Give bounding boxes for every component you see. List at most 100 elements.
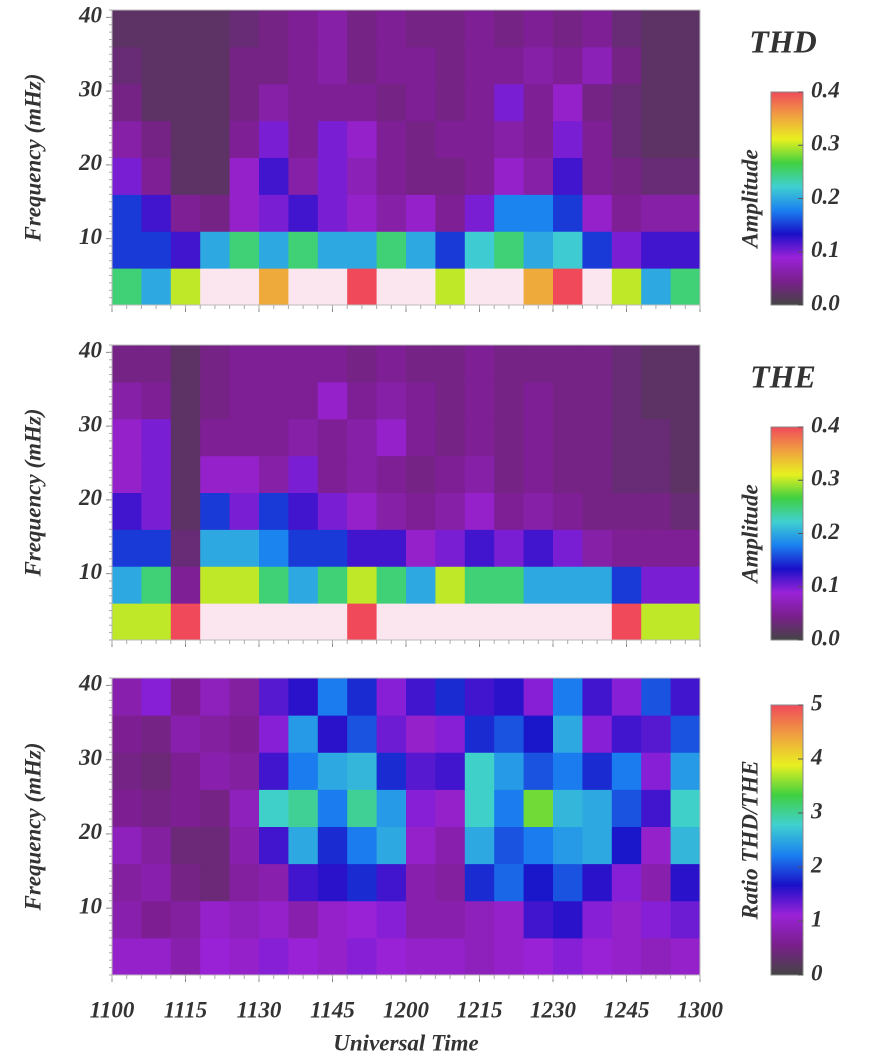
heatmap-cell [435, 937, 466, 976]
heatmap-cell [376, 603, 407, 641]
heatmap-cell [229, 381, 260, 420]
heatmap-cell [347, 231, 378, 269]
heatmap-cell [435, 194, 466, 232]
heatmap-cell [611, 83, 642, 122]
heatmap-cell [464, 194, 495, 232]
heatmap-cell [229, 10, 260, 48]
heatmap-cell [317, 157, 348, 195]
y-axis-label: Frequency (mHz) [20, 742, 45, 911]
heatmap-cell [259, 268, 289, 306]
heatmap-cell [229, 826, 260, 865]
heatmap-cell [200, 715, 231, 753]
heatmap-cell [288, 789, 319, 827]
heatmap-cell [376, 566, 407, 604]
heatmap-cell [112, 863, 142, 902]
heatmap-cell [317, 455, 348, 493]
heatmap-cell [347, 194, 378, 232]
heatmap-cell [200, 194, 231, 232]
heatmap-cell [582, 566, 613, 604]
colorbar-tick-label: 0.2 [811, 519, 840, 544]
heatmap-cell [376, 120, 407, 158]
heatmap-cell [670, 826, 701, 865]
heatmap-cell [112, 345, 142, 383]
heatmap-cell [494, 566, 525, 604]
heatmap-cell [288, 603, 319, 641]
heatmap-cell [200, 120, 231, 158]
heatmap-cell [641, 826, 672, 865]
heatmap-cell [347, 381, 378, 420]
heatmap-cell [347, 10, 378, 48]
colorbar [770, 704, 804, 976]
heatmap-cell [317, 529, 348, 567]
heatmap-cell [553, 231, 583, 269]
heatmap-cell [406, 120, 436, 158]
heatmap-cell [494, 418, 525, 457]
heatmap-cell [406, 157, 436, 195]
y-tick-label: 20 [78, 819, 103, 844]
heatmap-cell [670, 268, 701, 306]
heatmap-cell [288, 752, 319, 790]
heatmap-cell [670, 381, 701, 420]
heatmap-cell [347, 863, 378, 902]
heatmap-cell [406, 418, 436, 457]
heatmap-cell [141, 826, 172, 865]
heatmap-cell [229, 345, 260, 383]
heatmap-cell [229, 603, 260, 641]
heatmap-cell [259, 46, 289, 85]
heatmap-cell [611, 900, 642, 939]
heatmap-cell [229, 900, 260, 939]
heatmap-cell [435, 826, 466, 865]
heatmap-cell [494, 381, 525, 420]
heatmap-cell [288, 529, 319, 567]
heatmap-cell [170, 194, 201, 232]
heatmap-cell [141, 529, 172, 567]
heatmap-cell [317, 603, 348, 641]
colorbar-tick-label: 0.3 [811, 131, 840, 156]
heatmap-cell [611, 826, 642, 865]
heatmap-cell [200, 789, 231, 827]
y-tick-label: 40 [78, 3, 103, 28]
colorbar-tick-label: 0.1 [811, 572, 840, 597]
heatmap-cell [229, 863, 260, 902]
heatmap-cell [406, 937, 436, 976]
heatmap-cell [641, 863, 672, 902]
heatmap-cell [464, 937, 495, 976]
heatmap-cell [317, 268, 348, 306]
heatmap-cell [229, 455, 260, 493]
heatmap-cell [288, 826, 319, 865]
heatmap-cell [582, 120, 613, 158]
heatmap-cell [611, 268, 642, 306]
x-tick-label: 1230 [530, 997, 577, 1022]
heatmap-cell [170, 937, 201, 976]
heatmap-cell [376, 492, 407, 530]
heatmap-cell [553, 789, 583, 827]
heatmap-cell [523, 268, 554, 306]
colorbar-tick-label: 2 [810, 852, 823, 877]
heatmap-cell [406, 268, 436, 306]
heatmap-cell [435, 10, 466, 48]
heatmap-cell [406, 345, 436, 383]
heatmap-cell [523, 715, 554, 753]
heatmap-cell [494, 120, 525, 158]
heatmap-cell [582, 863, 613, 902]
heatmap-cell [553, 937, 583, 976]
heatmap-cell [494, 345, 525, 383]
heatmap-cell [259, 529, 289, 567]
heatmap-cell [200, 863, 231, 902]
heatmap-cell [347, 120, 378, 158]
colorbar-tick-label: 4 [810, 744, 823, 769]
heatmap-cell [141, 455, 172, 493]
heatmap-cell [376, 900, 407, 939]
heatmap-cell [670, 10, 701, 48]
heatmap-cell [259, 715, 289, 753]
colorbar-tick-label: 0.1 [811, 237, 840, 262]
heatmap-cell [200, 418, 231, 457]
heatmap-cell [141, 83, 172, 122]
heatmap-cell [670, 455, 701, 493]
heatmap-cell [464, 46, 495, 85]
heatmap-cell [435, 455, 466, 493]
heatmap-cell [347, 937, 378, 976]
heatmap-cell [494, 715, 525, 753]
heatmap-cell [347, 529, 378, 567]
heatmap-cell [376, 194, 407, 232]
